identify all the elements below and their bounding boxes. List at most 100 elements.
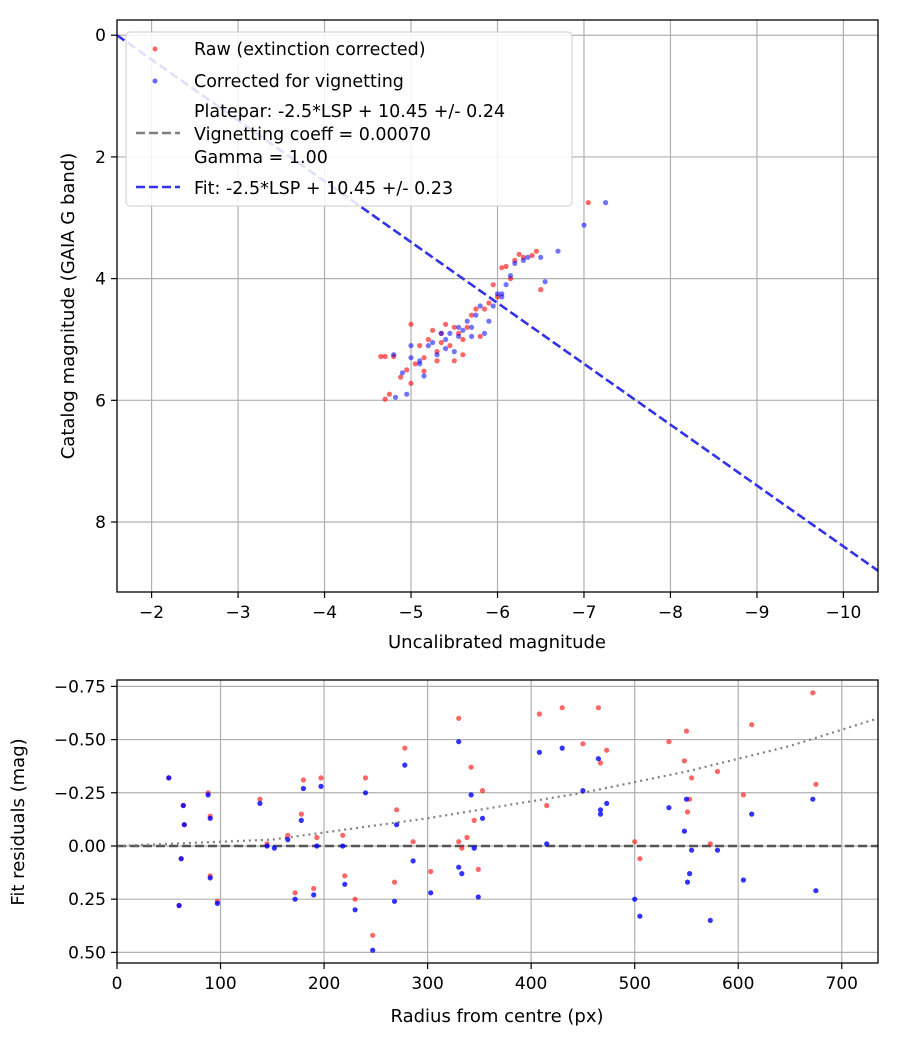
top-raw-point xyxy=(460,336,466,343)
bottom-corrected-point xyxy=(471,845,477,851)
top-raw-point xyxy=(438,339,444,346)
top-corrected-point xyxy=(603,200,609,206)
top-raw-point xyxy=(386,391,392,397)
top-y-tick-label: 0 xyxy=(95,26,106,46)
top-raw-point xyxy=(421,355,427,361)
top-corrected-point xyxy=(473,312,479,318)
bottom-corrected-point xyxy=(342,881,348,887)
top-corrected-point xyxy=(469,333,475,339)
top-corrected-point xyxy=(469,324,475,330)
top-raw-point xyxy=(464,324,470,330)
bottom-corrected-point xyxy=(544,841,550,847)
bottom-raw-point xyxy=(340,832,346,838)
top-x-tick-label: −2 xyxy=(139,603,164,623)
top-raw-point xyxy=(486,300,492,306)
bottom-raw-point xyxy=(707,841,713,847)
bottom-x-tick-label: 400 xyxy=(515,974,547,994)
top-corrected-point xyxy=(456,333,462,339)
bottom-corrected-point xyxy=(181,822,187,828)
bottom-corrected-point xyxy=(632,896,638,902)
bottom-corrected-point xyxy=(394,822,400,828)
bottom-raw-point xyxy=(666,739,672,745)
bottom-corrected-point xyxy=(595,756,602,762)
bottom-raw-point xyxy=(311,885,317,892)
bottom-corrected-point xyxy=(207,875,213,881)
bottom-x-axis-label: Radius from centre (px) xyxy=(390,1006,603,1027)
bottom-corrected-point xyxy=(410,858,416,864)
top-raw-point xyxy=(447,343,453,349)
top-corrected-point xyxy=(490,303,496,309)
top-corrected-point xyxy=(464,318,470,324)
bottom-corrected-point xyxy=(178,856,184,862)
bottom-raw-point xyxy=(352,896,358,902)
bottom-raw-point xyxy=(394,807,400,813)
bottom-raw-point xyxy=(604,747,610,753)
bottom-y-tick-label: 0.25 xyxy=(68,890,106,910)
top-raw-point xyxy=(378,353,384,360)
bottom-corrected-point xyxy=(689,847,695,853)
top-corrected-point xyxy=(499,294,505,300)
bottom-corrected-point xyxy=(597,811,604,817)
bottom-corrected-point xyxy=(684,879,691,885)
bottom-corrected-point xyxy=(813,888,819,894)
top-y-tick-label: 6 xyxy=(95,391,106,411)
bottom-raw-point xyxy=(456,839,462,845)
bottom-x-tick-label: 700 xyxy=(826,974,858,994)
bottom-x-tick-label: 0 xyxy=(112,974,123,994)
legend-label-platepar-3: Gamma = 1.00 xyxy=(194,148,328,168)
legend-marker-corrected xyxy=(152,78,158,84)
top-y-tick-label: 2 xyxy=(95,148,106,168)
top-corrected-point xyxy=(486,318,492,324)
bottom-corrected-point xyxy=(714,847,721,853)
top-corrected-point xyxy=(507,273,514,279)
bottom-raw-point xyxy=(370,932,376,938)
bottom-corrected-point xyxy=(176,902,182,909)
bottom-x-tick-label: 600 xyxy=(722,974,754,994)
top-raw-point xyxy=(404,367,410,373)
top-corrected-point xyxy=(443,346,449,352)
top-y-axis-label: Catalog magnitude (GAIA G band) xyxy=(58,153,79,460)
top-corrected-point xyxy=(417,358,423,364)
top-raw-point xyxy=(503,263,509,269)
bottom-raw-point xyxy=(285,832,291,838)
bottom-x-tick-label: 200 xyxy=(308,974,340,994)
top-corrected-point xyxy=(399,370,405,376)
top-corrected-point xyxy=(430,339,436,346)
top-corrected-point xyxy=(451,349,457,355)
bottom-corrected-point xyxy=(681,828,688,834)
bottom-corrected-point xyxy=(257,800,263,807)
bottom-corrected-point xyxy=(271,845,277,851)
bottom-raw-point xyxy=(428,868,434,875)
bottom-corrected-point xyxy=(810,796,816,802)
bottom-corrected-point xyxy=(428,890,434,896)
top-corrected-point xyxy=(581,222,587,228)
top-raw-point xyxy=(443,321,449,327)
bottom-raw-point xyxy=(597,760,604,766)
bottom-raw-point xyxy=(342,873,348,879)
top-corrected-point xyxy=(425,343,431,349)
bottom-raw-point xyxy=(740,792,747,798)
bottom-raw-point xyxy=(689,775,695,781)
top-corrected-point xyxy=(477,303,483,309)
bottom-raw-point xyxy=(536,711,543,717)
bottom-raw-point xyxy=(544,802,550,809)
bottom-raw-point xyxy=(684,809,691,815)
top-raw-point xyxy=(417,343,423,349)
top-corrected-point xyxy=(555,248,561,254)
bottom-corrected-point xyxy=(311,892,317,898)
legend-label-platepar-1: Platepar: -2.5*LSP + 10.45 +/- 0.24 xyxy=(194,102,505,122)
top-raw-point xyxy=(460,352,466,358)
bottom-corrected-point xyxy=(536,749,543,755)
top-raw-point xyxy=(499,265,505,271)
top-corrected-point xyxy=(438,330,444,336)
bottom-corrected-point xyxy=(298,817,304,824)
bottom-corrected-point xyxy=(749,811,755,817)
bottom-corrected-point xyxy=(637,913,643,919)
bottom-corrected-point xyxy=(559,745,565,751)
top-raw-point xyxy=(408,321,414,327)
top-corrected-point xyxy=(503,282,509,288)
bottom-corrected-point xyxy=(468,792,474,798)
bottom-y-axis-label: Fit residuals (mag) xyxy=(8,738,29,905)
bottom-corrected-point xyxy=(740,877,747,883)
